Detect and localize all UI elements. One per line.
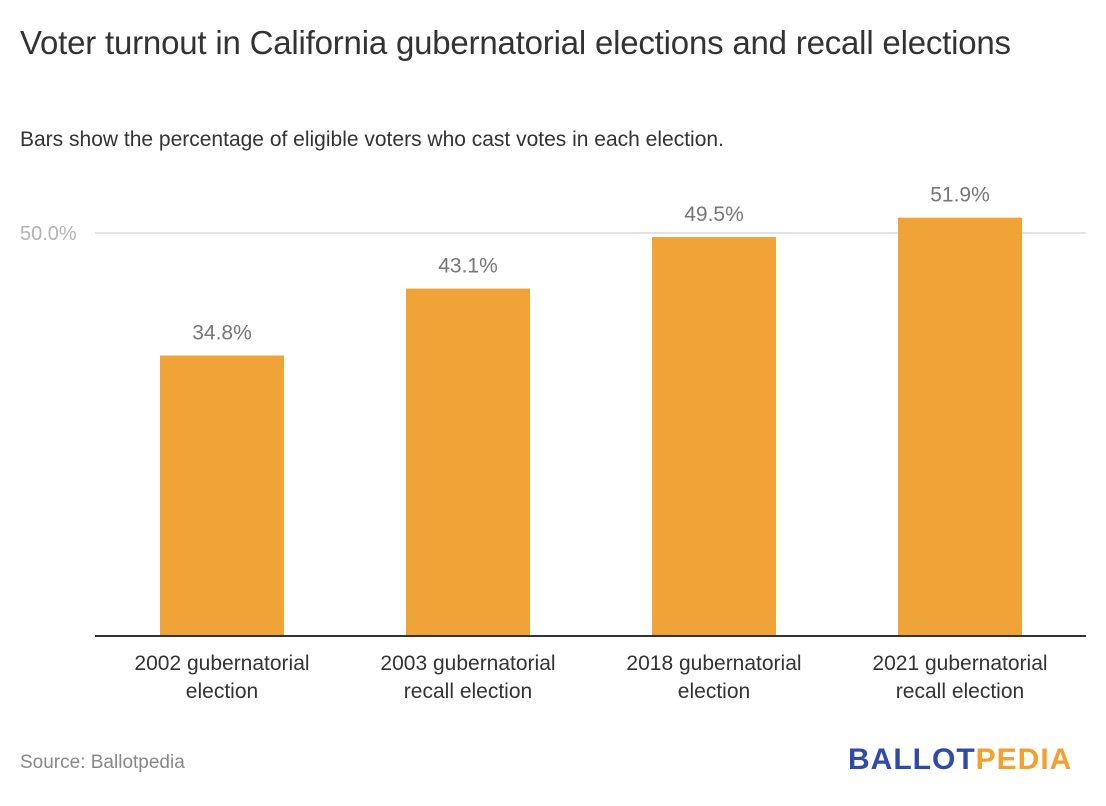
bar-value-label: 43.1% [438,255,498,278]
chart-subtitle: Bars show the percentage of eligible vot… [20,128,724,151]
y-tick-label: 50.0% [20,223,77,245]
data-labels: 34.8% 43.1% 49.5% 51.9% [192,184,990,345]
ballotpedia-logo: BALLOTPEDIA [848,743,1072,777]
source-note: Source: Ballotpedia [20,752,185,773]
x-category-label: 2021 gubernatorial [872,652,1047,675]
bars [160,217,1022,636]
chart-title: Voter turnout in California gubernatoria… [20,24,1011,61]
bar [898,217,1022,636]
bar-value-label: 51.9% [930,184,990,207]
x-category-label: election [186,680,258,703]
bar [652,237,776,636]
x-category-label: recall election [404,680,532,703]
x-category-label: 2003 gubernatorial [380,652,555,675]
bar [160,355,284,636]
x-category-label: recall election [896,680,1024,703]
logo-pedia: PEDIA [975,743,1073,776]
x-category-label: 2002 gubernatorial [134,652,309,675]
x-category-label: 2018 gubernatorial [626,652,801,675]
bar-value-label: 49.5% [684,203,744,226]
bar-value-label: 34.8% [192,322,252,345]
category-labels: 2002 gubernatorial election 2003 gubernato… [134,652,1047,703]
logo-ballot: BALLOT [848,743,976,776]
bar [406,288,530,636]
x-category-label: election [678,680,750,703]
